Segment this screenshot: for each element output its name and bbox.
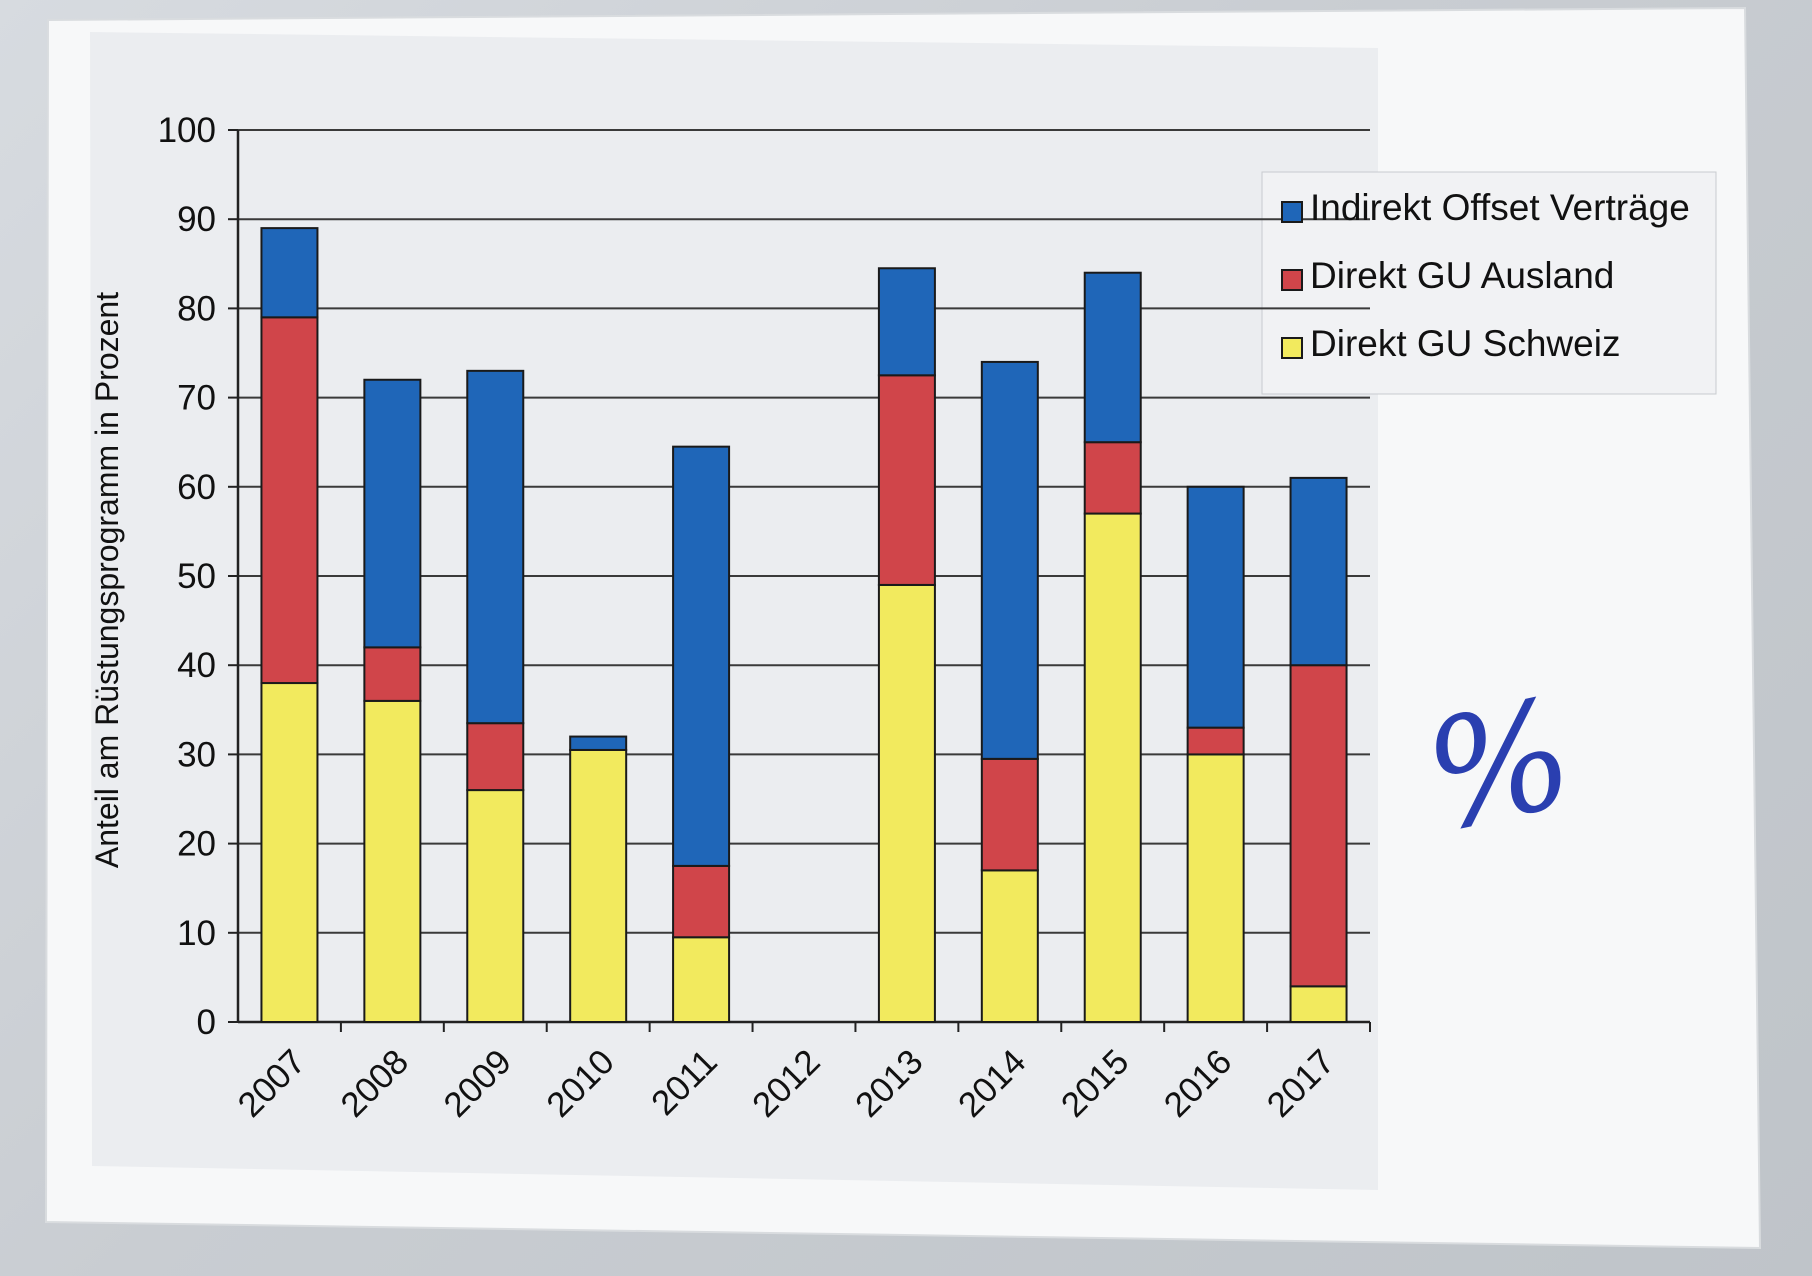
bar-segment — [1083, 441, 1142, 515]
bar-segment — [1083, 271, 1142, 444]
bar-segment — [672, 936, 731, 1024]
legend-swatch — [1281, 201, 1303, 223]
bar-segment — [466, 369, 525, 725]
legend-label: Direkt GU Ausland — [1310, 255, 1614, 296]
bar-segment — [1289, 664, 1348, 988]
bar-segment — [1083, 512, 1142, 1023]
bar-segment — [672, 864, 731, 939]
legend-label: Indirekt Offset Verträge — [1310, 187, 1690, 228]
axes — [228, 129, 1371, 1032]
y-axis-label: Anteil am Rüstungsprogramm in Prozent — [89, 292, 125, 868]
bar-segment — [363, 646, 422, 702]
bar-segment — [569, 735, 628, 751]
y-tick-label: 30 — [177, 735, 216, 774]
y-tick-label: 50 — [177, 557, 216, 596]
bar-segment — [466, 722, 525, 792]
y-tick-label: 80 — [177, 289, 216, 328]
bar-segment — [980, 869, 1039, 1023]
bars — [260, 227, 1348, 1024]
bar-segment — [260, 227, 319, 319]
bar-segment — [980, 757, 1039, 872]
legend: Indirekt Offset Verträge Direkt GU Auslan… — [1281, 187, 1690, 364]
y-tick-label: 100 — [158, 111, 216, 150]
y-tick-label: 70 — [177, 379, 216, 418]
legend-panel — [1261, 171, 1717, 395]
bar-segment — [672, 445, 731, 867]
bar-segment — [363, 378, 422, 649]
y-tick-label: 60 — [177, 468, 216, 507]
bar-segment — [980, 360, 1039, 760]
y-tick-label: 0 — [197, 1003, 216, 1042]
gridlines — [238, 129, 1370, 934]
bar-segment — [1289, 985, 1348, 1024]
bar-segment — [1186, 485, 1245, 729]
y-tick-label: 40 — [177, 646, 216, 685]
bar-segment — [1186, 753, 1245, 1024]
y-tick-labels: 0 10 20 30 40 50 60 70 80 90 100 — [158, 111, 216, 1042]
bar-segment — [363, 699, 422, 1023]
bar-segment — [877, 267, 936, 377]
handwritten-percent-note: % — [1411, 666, 1587, 866]
y-tick-label: 90 — [177, 200, 216, 239]
bar-segment — [569, 748, 628, 1023]
bar-segment — [877, 583, 936, 1023]
y-tick-label: 20 — [177, 825, 216, 864]
legend-label: Direkt GU Schweiz — [1310, 323, 1620, 364]
bar-segment — [1289, 476, 1348, 667]
bar-segment — [877, 374, 936, 586]
bar-segment — [260, 682, 319, 1023]
bar-segment — [260, 316, 319, 685]
legend-swatch — [1281, 337, 1303, 359]
y-tick-label: 10 — [177, 914, 216, 953]
bar-segment — [466, 789, 525, 1024]
bar-segment — [1186, 726, 1245, 756]
legend-swatch — [1281, 269, 1303, 291]
